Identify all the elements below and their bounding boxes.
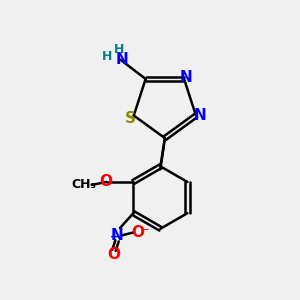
Text: N: N <box>179 70 192 85</box>
Text: H: H <box>102 50 112 63</box>
Text: +: + <box>110 232 119 242</box>
Text: N: N <box>111 228 123 243</box>
Text: S: S <box>125 111 136 126</box>
Text: O: O <box>131 225 144 240</box>
Text: O: O <box>108 247 121 262</box>
Text: O: O <box>100 175 112 190</box>
Text: N: N <box>116 52 128 67</box>
Text: CH₃: CH₃ <box>72 178 97 191</box>
Text: H: H <box>114 43 124 56</box>
Text: ⁻: ⁻ <box>141 226 148 239</box>
Text: N: N <box>194 108 207 123</box>
